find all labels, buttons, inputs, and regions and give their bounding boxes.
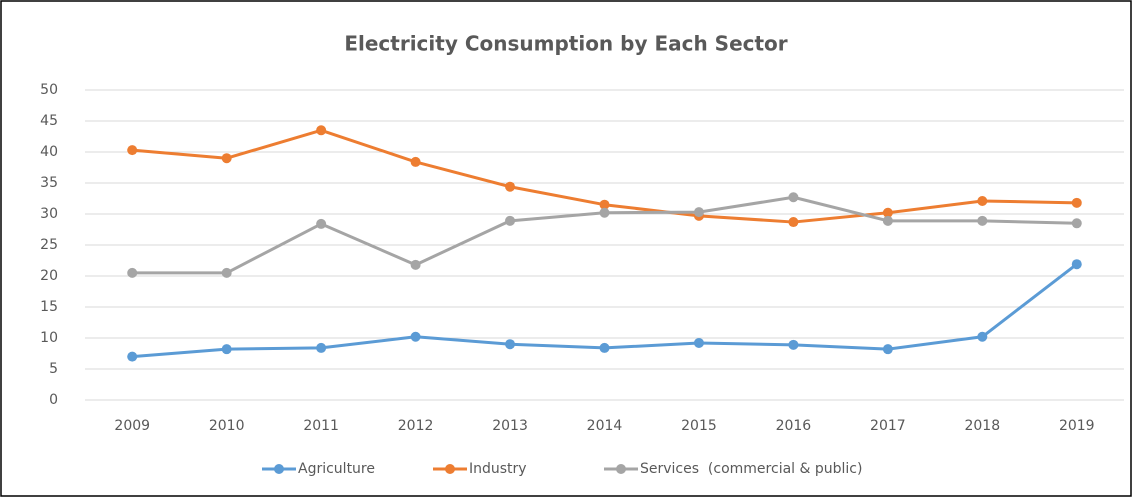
data-point [316, 125, 327, 136]
y-tick-label: 50 [40, 82, 58, 98]
chart-title: Electricity Consumption by Each Sector [344, 32, 787, 56]
data-point [599, 199, 610, 210]
x-tick-label: 2011 [303, 418, 339, 434]
y-tick-label: 20 [40, 268, 58, 284]
data-point [788, 339, 799, 350]
x-tick-label: 2019 [1059, 418, 1095, 434]
x-tick-label: 2017 [870, 418, 906, 434]
data-point [1071, 218, 1082, 229]
data-point [977, 331, 988, 342]
y-tick-label: 10 [40, 330, 58, 346]
data-point [693, 337, 704, 348]
y-tick-label: 30 [40, 206, 58, 222]
data-point [882, 215, 893, 226]
data-point [127, 351, 138, 362]
data-point [882, 207, 893, 218]
legend-marker [616, 464, 626, 474]
data-point [788, 217, 799, 228]
data-point [599, 207, 610, 218]
data-point [221, 267, 232, 278]
data-point [410, 331, 421, 342]
data-point [505, 215, 516, 226]
x-tick-label: 2010 [209, 418, 245, 434]
x-tick-label: 2018 [964, 418, 1000, 434]
legend-label: Industry [469, 461, 527, 477]
data-point [316, 342, 327, 353]
y-tick-label: 15 [40, 299, 58, 315]
data-point [977, 215, 988, 226]
x-tick-label: 2015 [681, 418, 717, 434]
data-point [882, 344, 893, 355]
legend-label: Agriculture [298, 461, 375, 477]
x-tick-label: 2009 [114, 418, 150, 434]
data-point [221, 153, 232, 164]
x-tick-label: 2012 [398, 418, 434, 434]
data-point [127, 145, 138, 156]
data-point [316, 218, 327, 229]
data-point [788, 192, 799, 203]
x-tick-label: 2013 [492, 418, 528, 434]
y-tick-label: 40 [40, 144, 58, 160]
legend-marker [274, 464, 284, 474]
data-point [505, 181, 516, 192]
data-point [693, 207, 704, 218]
data-point [127, 267, 138, 278]
y-tick-label: 35 [40, 175, 58, 191]
data-point [599, 342, 610, 353]
y-tick-label: 5 [49, 361, 58, 377]
data-point [410, 259, 421, 270]
legend-marker [445, 464, 455, 474]
data-point [1071, 259, 1082, 270]
y-tick-label: 25 [40, 237, 58, 253]
legend-label: Services (commercial & public) [640, 461, 862, 477]
x-tick-label: 2014 [587, 418, 623, 434]
data-point [977, 195, 988, 206]
x-tick-label: 2016 [776, 418, 812, 434]
y-tick-label: 0 [49, 392, 58, 408]
data-point [505, 339, 516, 350]
data-point [1071, 197, 1082, 208]
data-point [221, 344, 232, 355]
data-point [410, 156, 421, 167]
y-tick-label: 45 [40, 113, 58, 129]
